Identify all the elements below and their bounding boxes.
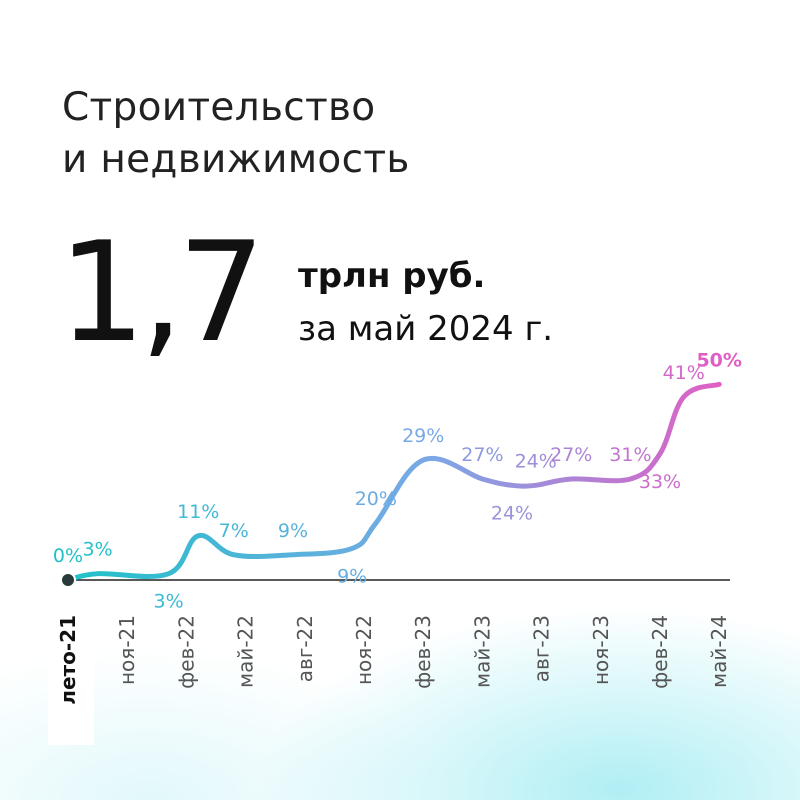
data-label-16: 50%: [696, 349, 741, 371]
data-label-6: 9%: [337, 565, 367, 587]
series-line: [65, 381, 722, 583]
data-label-10: 24%: [491, 502, 533, 524]
x-tick-label-5: ноя-22: [352, 615, 376, 685]
x-tick-label-6: фев-23: [411, 615, 435, 689]
start-point-marker: [60, 572, 76, 588]
data-label-15: 41%: [663, 362, 705, 384]
data-label-11: 24%: [515, 450, 557, 472]
data-label-8: 29%: [402, 425, 444, 447]
headline-unit: трлн руб.: [298, 256, 486, 296]
data-label-7: 20%: [355, 488, 397, 510]
x-tick-label-9: ноя-23: [589, 615, 613, 685]
data-label-4: 7%: [219, 520, 249, 542]
headline-period: за май 2024 г.: [298, 309, 554, 349]
data-label-3: 11%: [177, 501, 219, 523]
x-tick-label-3: май-22: [234, 615, 258, 688]
data-label-9: 27%: [461, 444, 503, 466]
headline-value: 1,7: [58, 212, 265, 373]
first-tick-background: [48, 600, 94, 745]
data-label-12: 27%: [550, 444, 592, 466]
x-tick-label-10: фев-24: [648, 615, 672, 689]
x-tick-label-7: май-23: [470, 615, 494, 688]
x-tick-label-11: май-24: [707, 615, 731, 688]
data-label-0: 0%: [53, 545, 83, 567]
data-label-14: 33%: [639, 471, 681, 493]
data-label-2: 3%: [154, 591, 184, 613]
data-label-1: 3%: [83, 539, 113, 561]
x-tick-label-4: авг-22: [293, 615, 317, 682]
x-tick-label-1: ноя-21: [115, 615, 139, 685]
title-line-2: и недвижимость: [62, 137, 410, 182]
data-label-13: 31%: [609, 444, 651, 466]
data-label-5: 9%: [278, 520, 308, 542]
x-tick-label-0: лето-21: [56, 615, 80, 705]
page-title: Строительство и недвижимость: [62, 82, 410, 186]
x-tick-label-8: авг-23: [530, 615, 554, 682]
title-line-1: Строительство: [62, 85, 376, 130]
x-tick-label-2: фев-22: [174, 615, 198, 689]
